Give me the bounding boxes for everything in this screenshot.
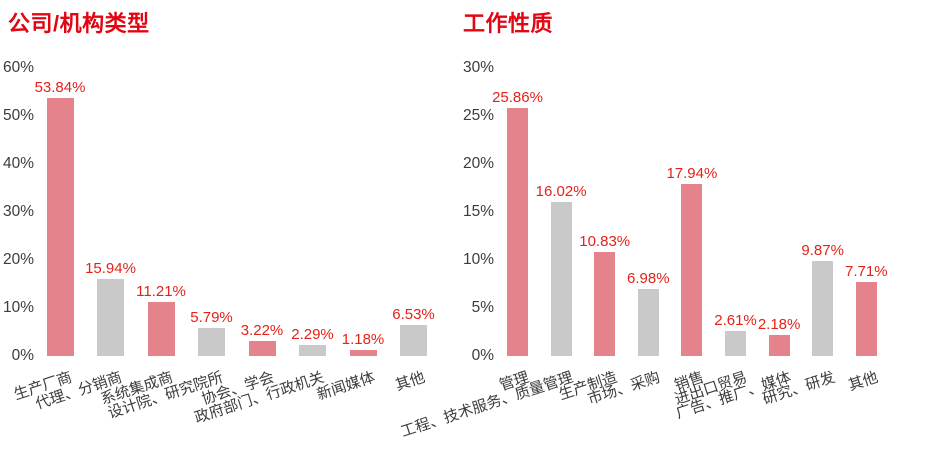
bar-管理 xyxy=(507,107,528,356)
bar-value-label: 9.87% xyxy=(801,242,844,260)
bar-进出口贸易 xyxy=(725,330,746,356)
bar-value-label: 17.94% xyxy=(666,164,718,182)
bar-value-label: 1.18% xyxy=(341,331,385,349)
bar-其他 xyxy=(855,281,877,356)
bar-市场、采购 xyxy=(637,288,659,356)
bar-value-label: 10.83% xyxy=(579,233,631,251)
bar-value-label: 3.22% xyxy=(240,321,284,339)
bar-value-label: 6.53% xyxy=(392,305,435,323)
x-axis-category-label: 新闻媒体 xyxy=(314,368,378,404)
y-axis-tick-label: 40% xyxy=(2,155,34,172)
y-axis-tick-label: 30% xyxy=(2,203,34,220)
bar-销售 xyxy=(681,183,703,356)
y-axis-tick-label: 20% xyxy=(2,251,34,268)
right-chart-title: 工作性质 xyxy=(463,11,554,36)
bar-value-label: 53.84% xyxy=(34,78,86,96)
left-chart-title: 公司/机构类型 xyxy=(8,11,150,36)
bar-value-label: 25.86% xyxy=(492,88,543,106)
bar-value-label: 2.61% xyxy=(714,311,757,329)
y-axis-tick-label: 25% xyxy=(462,107,494,124)
x-axis-category-label: 其他 xyxy=(393,368,428,395)
y-axis-tick-label: 0% xyxy=(11,347,34,364)
bar-广告、推广、媒体 xyxy=(768,335,790,356)
bar-value-label: 2.18% xyxy=(757,316,801,334)
y-axis-tick-label: 10% xyxy=(2,299,34,316)
bar-协会、学会 xyxy=(248,340,276,356)
bar-value-label: 7.71% xyxy=(845,262,888,280)
bar-value-label: 5.79% xyxy=(190,309,233,327)
y-axis-tick-label: 30% xyxy=(462,59,494,76)
bar-value-label: 2.29% xyxy=(291,326,334,343)
bar-新闻媒体 xyxy=(349,350,377,356)
y-axis-tick-label: 0% xyxy=(471,347,494,364)
x-axis-category-label: 其他 xyxy=(846,368,881,395)
y-axis-tick-label: 60% xyxy=(2,59,34,76)
bar-value-label: 16.02% xyxy=(535,183,587,201)
bar-研究、研发 xyxy=(812,261,834,356)
bar-政府部门、行政机关 xyxy=(299,345,326,356)
bar-value-label: 6.98% xyxy=(627,269,670,287)
y-axis-tick-label: 50% xyxy=(2,107,34,124)
bar-value-label: 15.94% xyxy=(85,260,136,278)
y-axis-tick-label: 20% xyxy=(462,155,494,172)
y-axis-tick-label: 10% xyxy=(462,251,494,268)
bar-生产厂商 xyxy=(46,97,74,356)
y-axis-tick-label: 5% xyxy=(471,299,494,316)
bar-代理、分销商 xyxy=(97,279,124,356)
bar-value-label: 11.21% xyxy=(136,283,186,301)
y-axis-tick-label: 15% xyxy=(462,203,494,220)
bar-设计院、研究院所 xyxy=(198,328,225,356)
bar-系统集成商 xyxy=(147,302,175,356)
bar-生产制造 xyxy=(594,252,616,356)
bar-工程、技术服务、质量管理 xyxy=(550,202,572,356)
bar-其他 xyxy=(400,324,427,356)
